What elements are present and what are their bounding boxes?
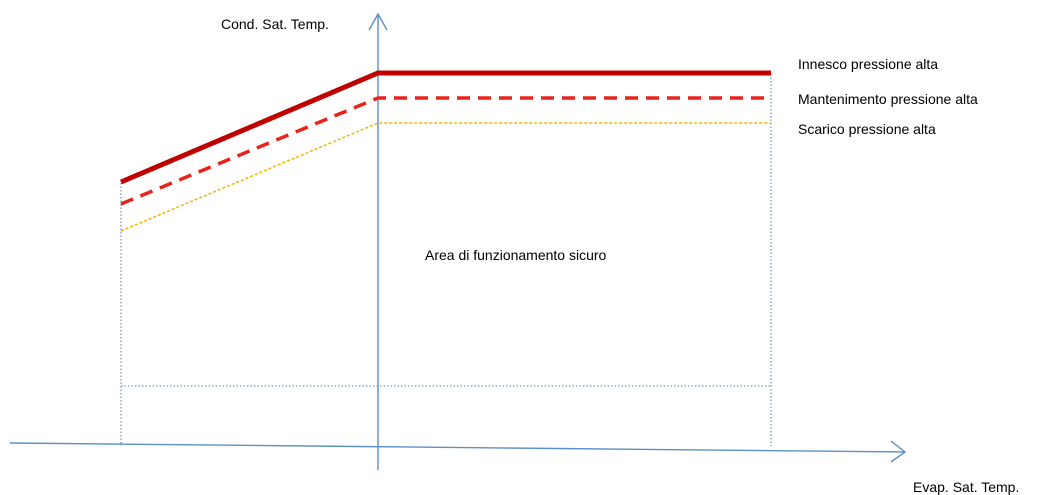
line-innesco-pressione-alta <box>120 70 771 185</box>
y-axis-arrow-icon <box>368 12 388 31</box>
y-axis-label: Cond. Sat. Temp. <box>221 16 329 32</box>
line-mantenimento-pressione-alta <box>120 96 771 206</box>
line-scarico-pressione-alta <box>120 122 771 232</box>
x-axis-arrow-icon <box>890 440 907 463</box>
legend-mantenimento-pressione-alta: Mantenimento pressione alta <box>798 91 978 107</box>
legend-innesco-pressione-alta: Innesco pressione alta <box>798 56 939 72</box>
safe-area-boundary <box>120 74 772 446</box>
x-axis-label: Evap. Sat. Temp. <box>913 479 1020 495</box>
x-axis <box>9 442 906 453</box>
safe-area-label: Area di funzionamento sicuro <box>425 247 607 263</box>
legend-scarico-pressione-alta: Scarico pressione alta <box>798 121 936 137</box>
